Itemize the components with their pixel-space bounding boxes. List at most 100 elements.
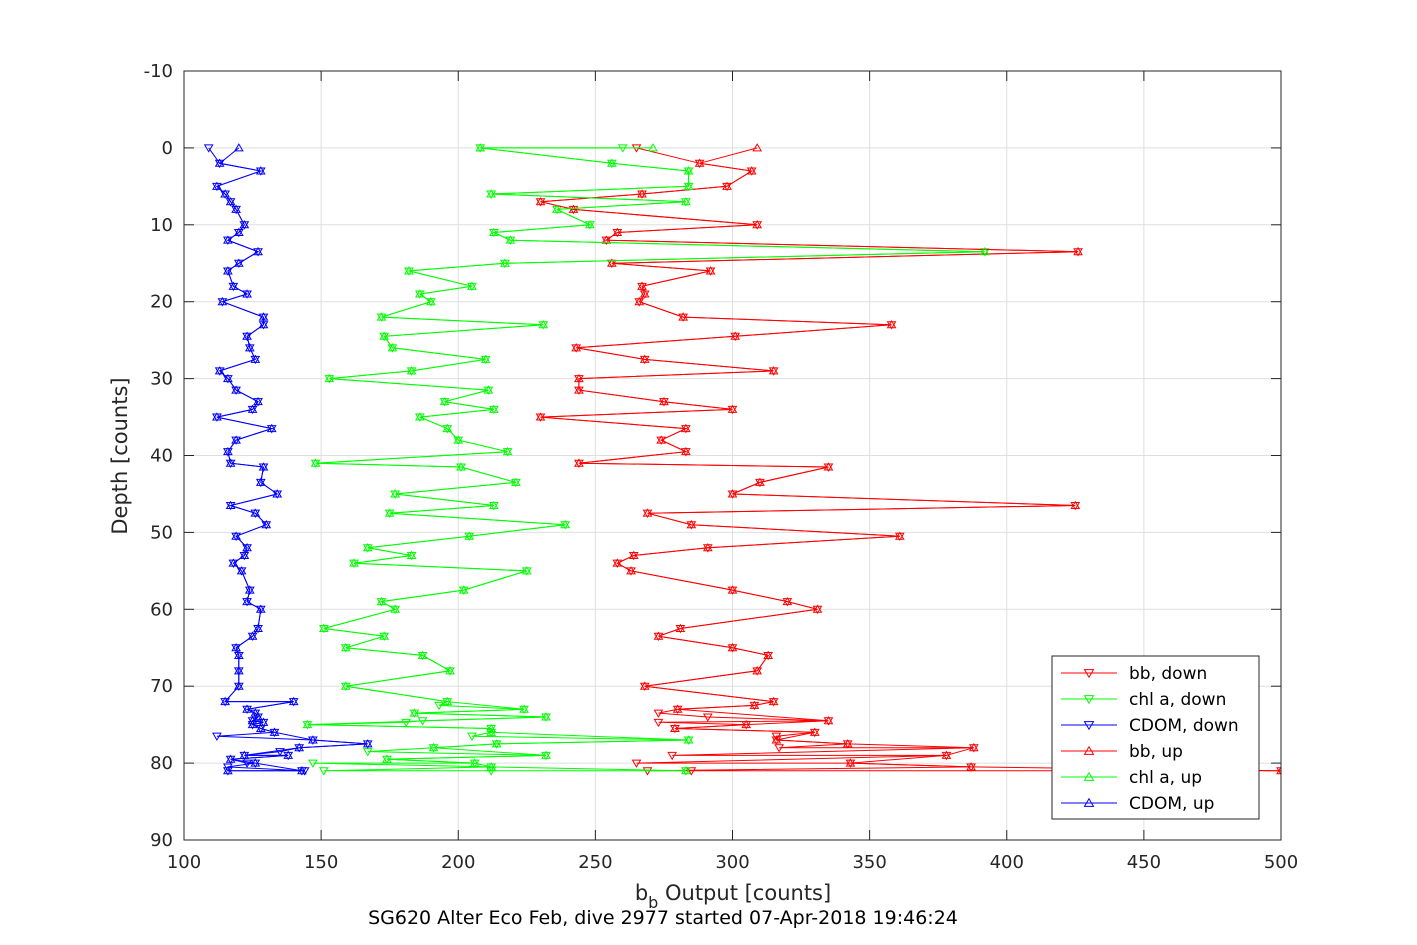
data-point	[519, 704, 529, 713]
data-point	[223, 373, 233, 383]
data-point	[634, 296, 645, 306]
data-point	[382, 754, 392, 763]
data-point	[258, 717, 269, 726]
data-point	[231, 435, 241, 444]
data-point	[376, 596, 387, 606]
data-point	[502, 446, 513, 456]
data-point	[255, 604, 266, 613]
data-point	[401, 718, 412, 728]
data-point	[752, 143, 763, 152]
data-point	[541, 712, 551, 721]
data-point	[253, 246, 263, 256]
data-point	[727, 642, 738, 652]
data-point	[269, 727, 280, 736]
data-point	[639, 681, 650, 690]
data-point	[212, 412, 222, 421]
data-point	[966, 762, 976, 771]
y-tick-label: 40	[150, 446, 173, 467]
data-point	[571, 343, 582, 352]
data-point	[499, 258, 510, 267]
data-point	[812, 604, 823, 613]
legend-label: chl a, down	[1129, 690, 1226, 710]
y-tick-label: 0	[162, 138, 173, 159]
data-point	[376, 312, 387, 321]
data-point	[231, 642, 241, 652]
data-point	[239, 750, 250, 759]
y-tick-label: -10	[144, 61, 173, 82]
data-point	[214, 366, 225, 375]
legend-marker	[1083, 745, 1095, 755]
data-point	[782, 596, 793, 606]
y-tick-label: 90	[150, 830, 173, 851]
data-point	[489, 227, 499, 236]
data-point	[670, 723, 680, 732]
ticks	[183, 70, 1282, 841]
data-point	[349, 558, 359, 567]
legend-item-chl-a-up: chl a, up	[1061, 768, 1202, 788]
data-point	[299, 767, 310, 776]
data-point	[406, 550, 417, 559]
data-point	[445, 666, 455, 675]
series-line	[215, 147, 368, 772]
data-point	[255, 477, 266, 486]
data-point	[681, 423, 691, 433]
x-tick-labels: 100 150 200 250 300 350 400 450 500	[167, 852, 1298, 873]
legend-label: bb, down	[1129, 664, 1207, 684]
data-point	[612, 558, 623, 567]
series-chl-a-up	[302, 143, 990, 775]
legend-item-cdom-down: CDOM, down	[1061, 716, 1239, 736]
data-point	[681, 196, 691, 206]
series-line	[540, 147, 1281, 772]
data-point	[288, 696, 299, 706]
data-point	[628, 550, 639, 559]
data-point	[244, 585, 255, 594]
legend-marker	[1083, 669, 1095, 679]
data-point	[458, 585, 469, 594]
data-point	[535, 196, 546, 206]
data-point	[678, 312, 689, 321]
data-point	[294, 742, 305, 752]
data-point	[212, 732, 222, 741]
data-point	[214, 158, 225, 167]
y-tick-labels: -10 0 10 20 30 40 50 60 70 80 90	[144, 61, 173, 851]
data-point	[475, 143, 486, 152]
data-point	[217, 296, 228, 306]
data-point	[683, 166, 694, 175]
data-point	[442, 423, 453, 433]
data-point	[233, 681, 244, 690]
data-point	[667, 751, 678, 761]
data-point	[417, 650, 428, 659]
data-point	[486, 767, 497, 776]
data-point	[845, 758, 856, 767]
data-point	[612, 227, 623, 236]
data-point	[239, 550, 250, 559]
data-point	[225, 500, 236, 509]
data-point	[722, 181, 732, 190]
data-point	[675, 623, 686, 633]
data-point	[425, 296, 436, 306]
data-point	[480, 354, 491, 363]
data-point	[538, 319, 549, 329]
data-point	[681, 766, 691, 775]
data-point	[552, 204, 562, 213]
data-point	[574, 385, 584, 394]
data-point	[705, 266, 716, 275]
data-point	[242, 759, 252, 768]
data-point	[233, 258, 244, 267]
data-point	[601, 235, 612, 244]
data-point	[250, 354, 261, 363]
data-point	[379, 331, 390, 340]
data-point	[439, 396, 450, 406]
legend-label: CDOM, up	[1129, 794, 1214, 814]
data-point	[340, 642, 351, 652]
data-point	[250, 708, 261, 717]
data-point	[694, 158, 705, 167]
data-point	[730, 331, 741, 340]
data-point	[768, 366, 779, 375]
data-point	[233, 650, 244, 659]
data-point	[228, 281, 239, 290]
data-point	[428, 742, 439, 752]
data-point	[894, 531, 905, 540]
data-point	[1073, 246, 1083, 256]
